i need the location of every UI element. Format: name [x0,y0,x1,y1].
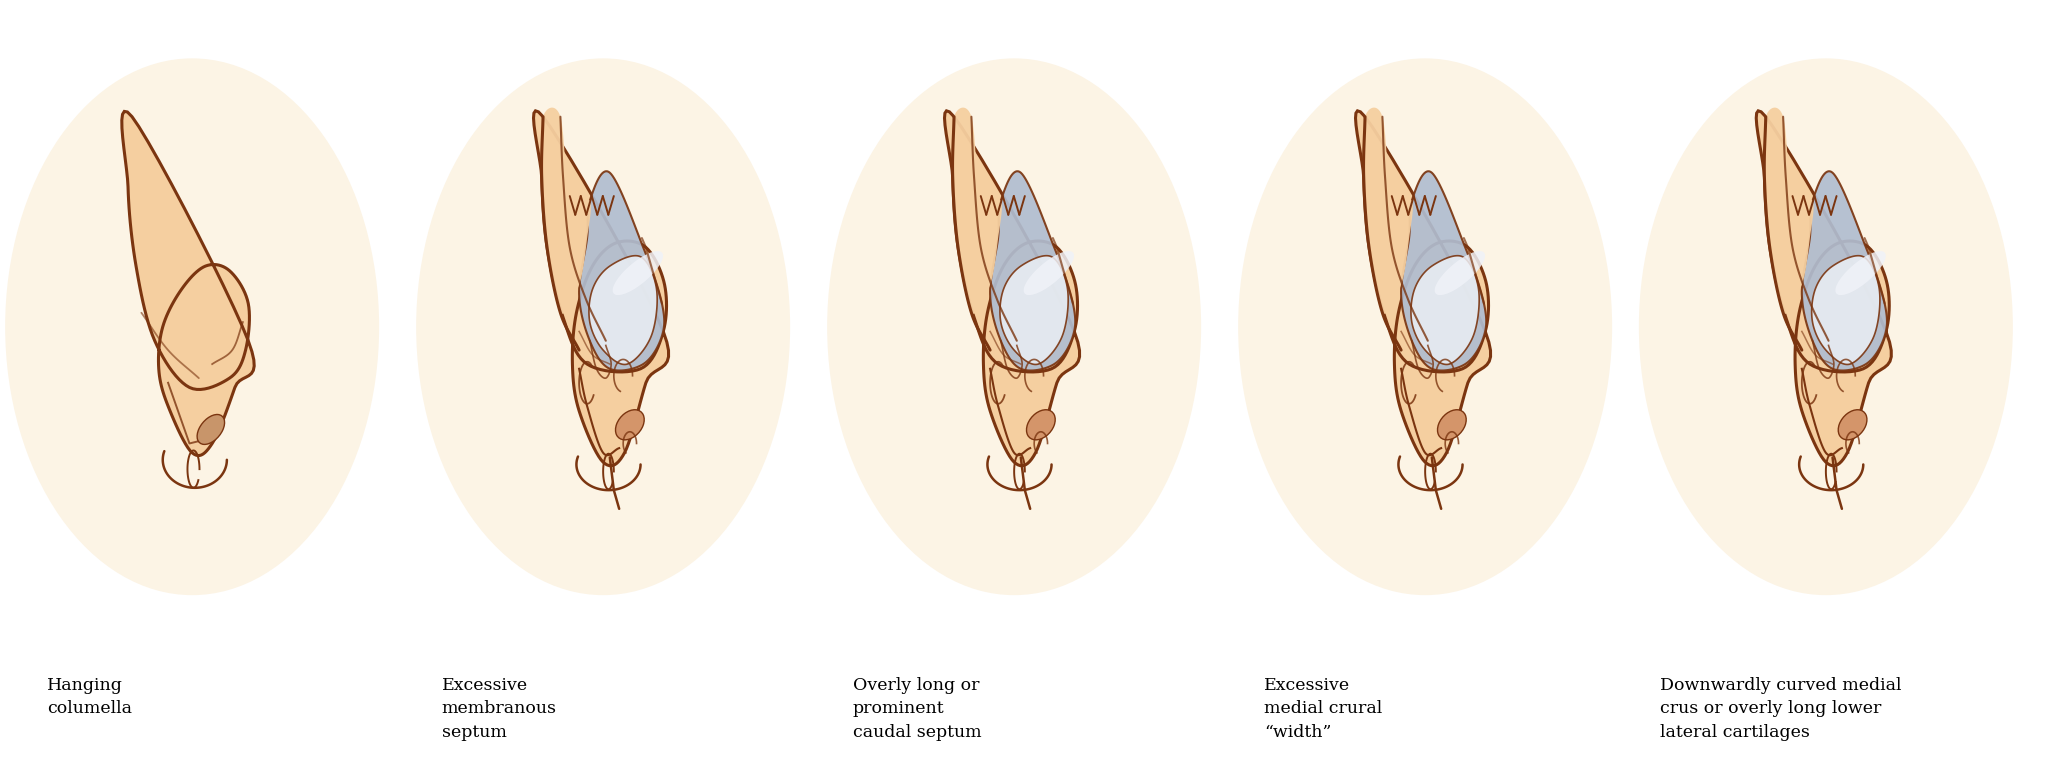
Ellipse shape [1438,410,1465,440]
Ellipse shape [1023,251,1075,295]
Ellipse shape [1434,251,1486,295]
Ellipse shape [1237,58,1613,595]
Ellipse shape [1028,410,1054,440]
Ellipse shape [197,415,224,444]
Text: Overly long or
prominent
caudal septum: Overly long or prominent caudal septum [853,677,982,741]
Ellipse shape [1835,251,1886,295]
Polygon shape [534,110,668,466]
Text: Excessive
membranous
septum: Excessive membranous septum [442,677,557,741]
Polygon shape [121,111,255,456]
Ellipse shape [826,58,1200,595]
Text: Hanging
columella: Hanging columella [47,677,132,717]
Polygon shape [1362,107,1414,314]
Ellipse shape [616,410,643,440]
Polygon shape [1412,256,1480,364]
Polygon shape [1763,107,1815,314]
Ellipse shape [612,251,664,295]
Polygon shape [1802,171,1886,370]
Polygon shape [945,110,1079,466]
Ellipse shape [415,58,789,595]
Ellipse shape [1640,58,2014,595]
Polygon shape [540,107,592,314]
Polygon shape [1402,171,1486,370]
Polygon shape [991,171,1075,370]
Polygon shape [1001,256,1069,364]
Polygon shape [1356,110,1490,466]
Ellipse shape [1839,410,1866,440]
Polygon shape [580,171,664,370]
Polygon shape [1757,110,1891,466]
Polygon shape [951,107,1003,314]
Polygon shape [1813,256,1880,364]
Text: Excessive
medial crural
“width”: Excessive medial crural “width” [1264,677,1383,741]
Ellipse shape [6,58,380,595]
Text: Downwardly curved medial
crus or overly long lower
lateral cartilages: Downwardly curved medial crus or overly … [1660,677,1903,741]
Polygon shape [590,256,658,364]
